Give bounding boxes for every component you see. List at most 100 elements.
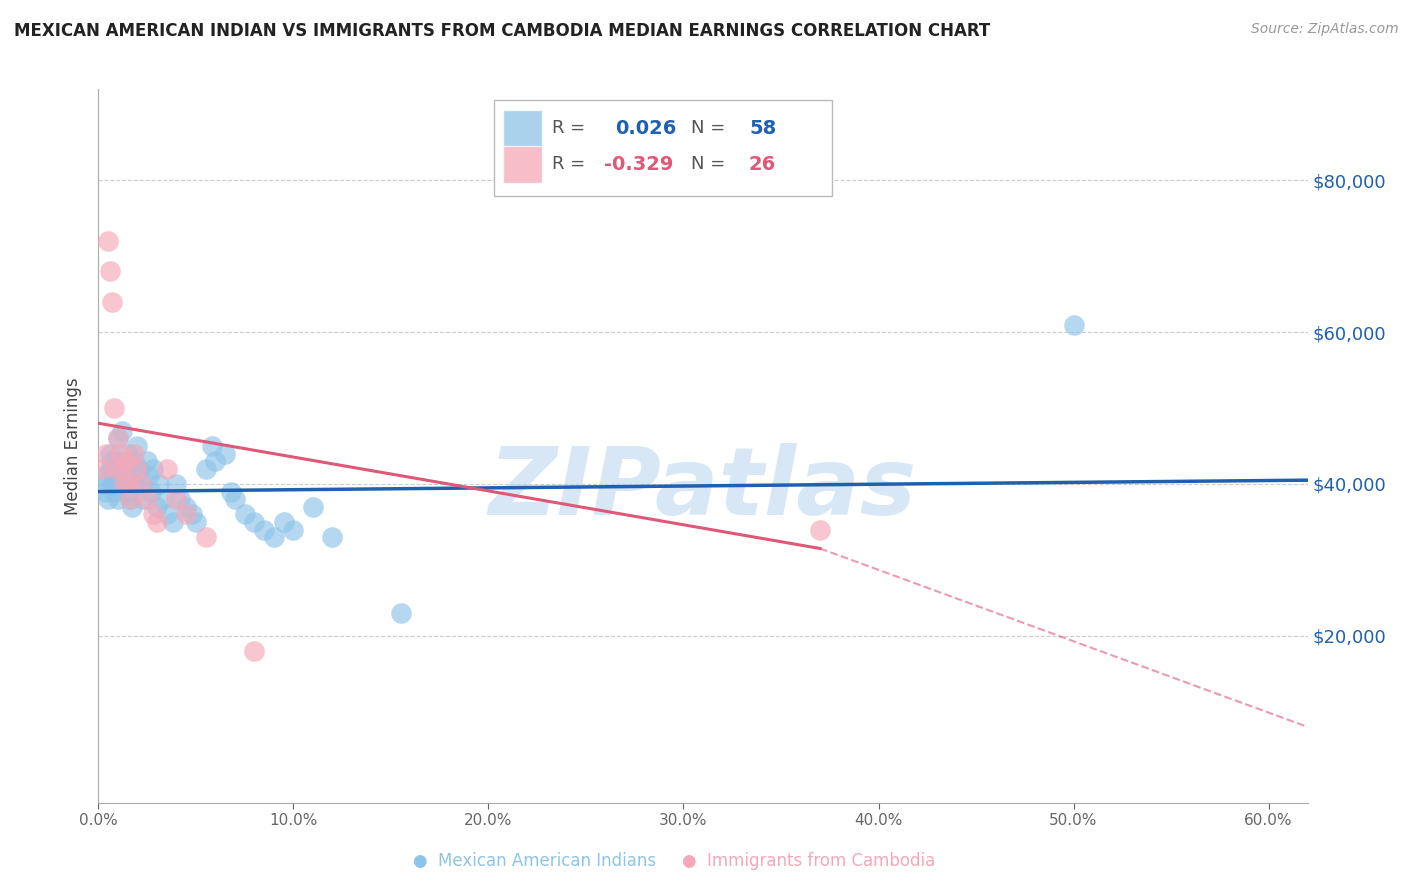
Point xyxy=(117,484,139,499)
Point xyxy=(91,462,114,476)
Text: 26: 26 xyxy=(749,154,776,174)
Point xyxy=(103,484,125,499)
Point xyxy=(204,454,226,468)
Point xyxy=(139,484,162,499)
Point xyxy=(389,606,412,620)
Point xyxy=(194,462,217,476)
Text: -0.329: -0.329 xyxy=(603,154,673,174)
Point xyxy=(219,484,242,499)
Point xyxy=(131,477,153,491)
Point xyxy=(152,492,174,507)
Text: N =: N = xyxy=(690,155,731,173)
Point xyxy=(127,462,149,476)
Point xyxy=(174,508,197,522)
Point xyxy=(263,530,285,544)
Point xyxy=(108,447,131,461)
Point xyxy=(169,492,191,507)
Point xyxy=(224,492,246,507)
Point xyxy=(146,515,169,529)
Point xyxy=(146,500,169,514)
Point xyxy=(114,454,136,468)
Point xyxy=(112,477,135,491)
Point xyxy=(117,477,139,491)
Point xyxy=(103,401,125,415)
Point xyxy=(117,447,139,461)
Point xyxy=(111,462,134,476)
FancyBboxPatch shape xyxy=(503,145,543,183)
FancyBboxPatch shape xyxy=(503,110,543,147)
Point xyxy=(194,530,217,544)
Point xyxy=(165,477,187,491)
Point xyxy=(162,515,184,529)
Point xyxy=(253,523,276,537)
Y-axis label: Median Earnings: Median Earnings xyxy=(65,377,83,515)
Point xyxy=(243,644,266,658)
Point xyxy=(233,508,256,522)
Point xyxy=(165,492,187,507)
Text: N =: N = xyxy=(690,120,731,137)
Point xyxy=(104,454,127,468)
Point xyxy=(101,454,124,468)
Point xyxy=(96,447,118,461)
Point xyxy=(142,508,165,522)
Point xyxy=(184,515,207,529)
Point xyxy=(808,523,831,537)
Point xyxy=(142,462,165,476)
Point xyxy=(98,264,121,278)
Text: MEXICAN AMERICAN INDIAN VS IMMIGRANTS FROM CAMBODIA MEDIAN EARNINGS CORRELATION : MEXICAN AMERICAN INDIAN VS IMMIGRANTS FR… xyxy=(14,22,990,40)
Point xyxy=(107,431,129,445)
Point xyxy=(174,500,197,514)
Point xyxy=(107,431,129,445)
Point xyxy=(136,454,159,468)
Point xyxy=(124,477,146,491)
Point xyxy=(273,515,295,529)
Text: ●  Immigrants from Cambodia: ● Immigrants from Cambodia xyxy=(682,852,935,870)
Point xyxy=(101,294,124,309)
Point xyxy=(108,469,131,483)
Point xyxy=(128,462,150,476)
Text: Source: ZipAtlas.com: Source: ZipAtlas.com xyxy=(1251,22,1399,37)
Point xyxy=(103,469,125,483)
Point xyxy=(122,447,145,461)
Point xyxy=(107,492,129,507)
Point xyxy=(321,530,343,544)
Text: 58: 58 xyxy=(749,119,776,138)
Text: R =: R = xyxy=(553,155,591,173)
Point xyxy=(1063,318,1085,332)
Point xyxy=(121,500,143,514)
Point xyxy=(132,492,155,507)
Point xyxy=(131,477,153,491)
Point xyxy=(118,492,141,507)
Point xyxy=(156,508,179,522)
Point xyxy=(138,469,160,483)
Point xyxy=(97,492,120,507)
Point xyxy=(112,477,135,491)
Point xyxy=(136,492,159,507)
Point xyxy=(114,462,136,476)
Point xyxy=(93,469,115,483)
Point xyxy=(111,424,134,438)
Point xyxy=(98,462,121,476)
Point xyxy=(200,439,222,453)
Point xyxy=(156,462,179,476)
Point xyxy=(98,447,121,461)
Point xyxy=(122,469,145,483)
Text: R =: R = xyxy=(553,120,591,137)
Point xyxy=(104,462,127,476)
Point xyxy=(214,447,236,461)
Point xyxy=(91,477,114,491)
Point xyxy=(96,484,118,499)
Text: ●  Mexican American Indians: ● Mexican American Indians xyxy=(413,852,655,870)
Point xyxy=(97,234,120,248)
Point xyxy=(148,477,170,491)
Point xyxy=(243,515,266,529)
Point xyxy=(302,500,325,514)
Text: ZIPatlas: ZIPatlas xyxy=(489,442,917,535)
Point xyxy=(101,477,124,491)
Point xyxy=(181,508,204,522)
Text: 0.026: 0.026 xyxy=(614,119,676,138)
Point xyxy=(122,454,145,468)
Point xyxy=(127,439,149,453)
Point xyxy=(118,492,141,507)
FancyBboxPatch shape xyxy=(494,100,832,196)
